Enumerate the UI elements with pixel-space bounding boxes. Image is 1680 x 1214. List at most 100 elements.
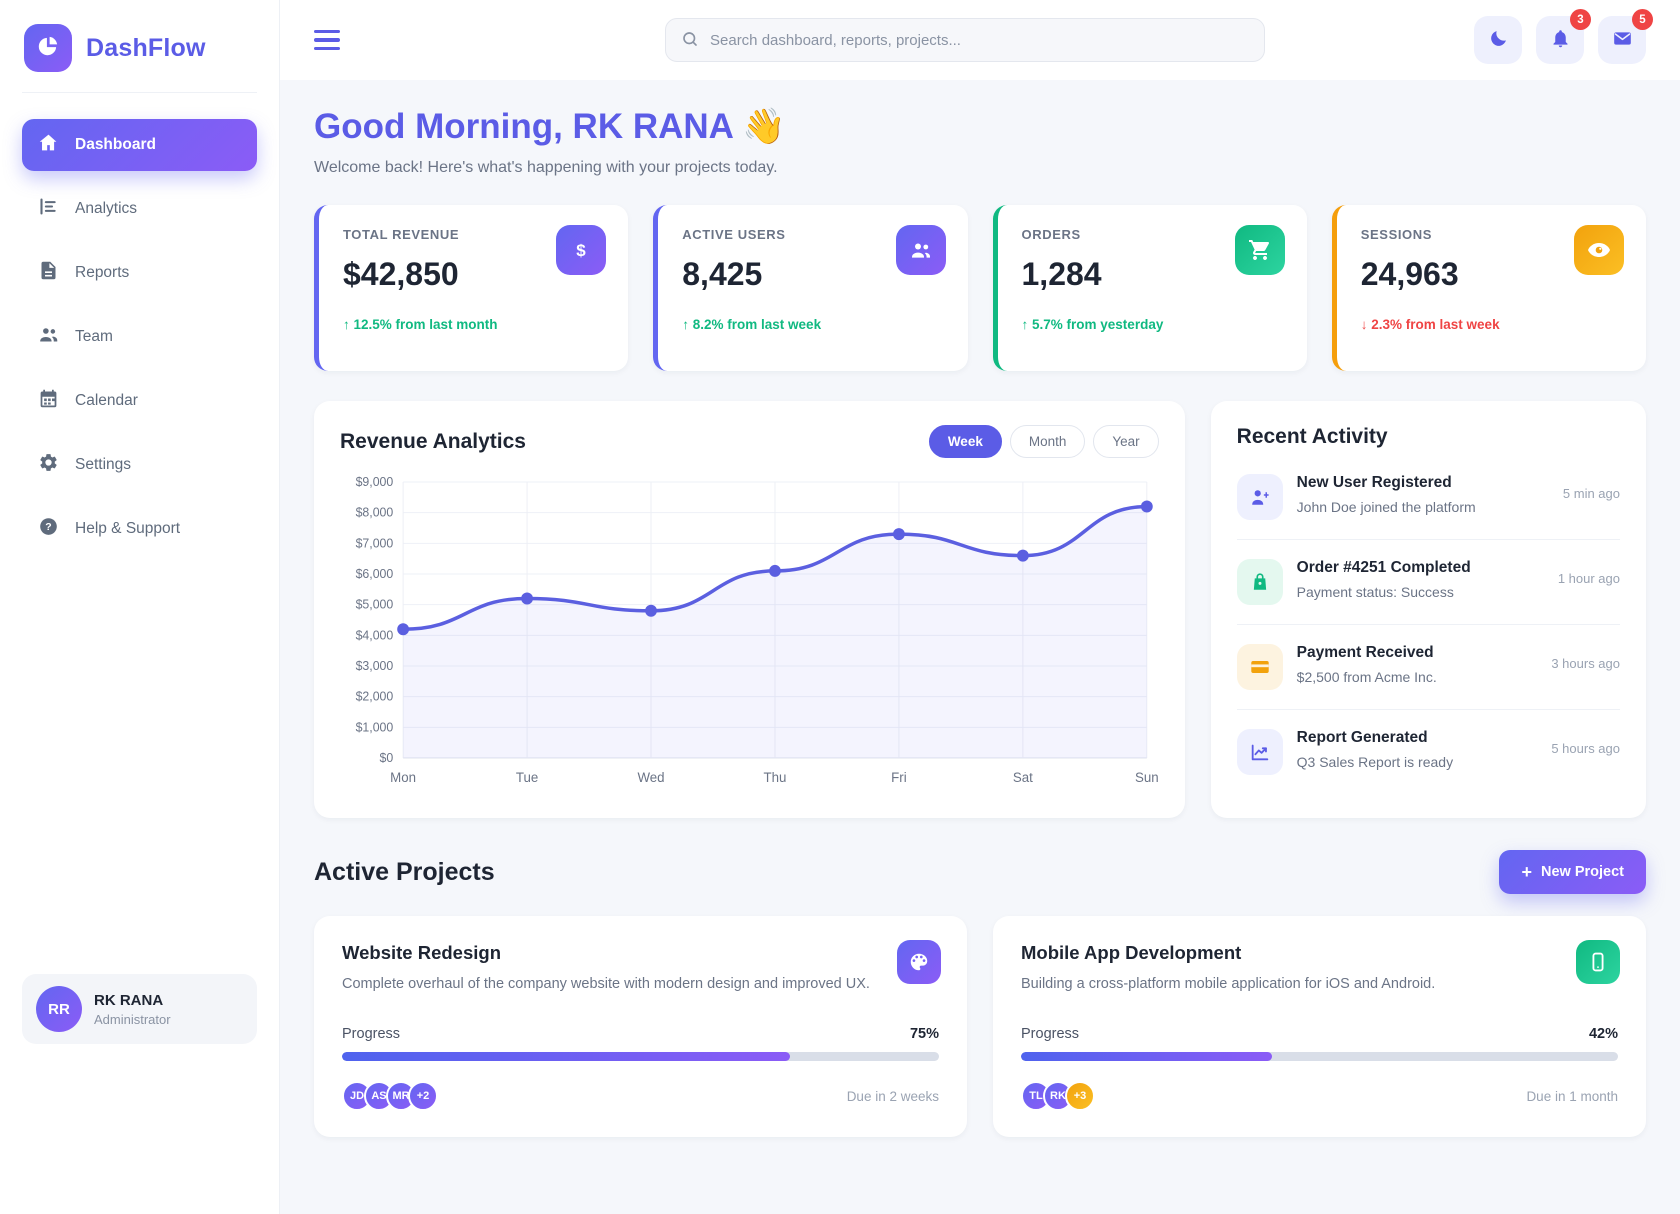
activity-item-desc: $2,500 from Acme Inc. xyxy=(1296,669,1437,685)
stat-label: SESSIONS xyxy=(1360,227,1433,242)
sidebar-item-dashboard[interactable]: Dashboard xyxy=(22,119,257,171)
topbar: 3 5 xyxy=(280,0,1680,80)
bar-chart-icon xyxy=(38,196,59,222)
stat-change: ↑ 5.7% from yesterday xyxy=(1021,317,1164,332)
stat-label: TOTAL REVENUE xyxy=(343,227,460,242)
topbar-actions: 3 5 xyxy=(1474,9,1653,64)
activity-item-time: 1 hour ago xyxy=(1557,571,1620,586)
avatar-overflow: +3 xyxy=(1065,1081,1095,1111)
arrow-up-icon: ↑ xyxy=(1021,317,1029,332)
sidebar-item-label: Calendar xyxy=(75,392,138,409)
svg-text:$3,000: $3,000 xyxy=(356,659,394,673)
new-project-button[interactable]: + New Project xyxy=(1499,850,1646,894)
arrow-up-icon: ↑ xyxy=(343,317,350,332)
stat-card-orders: ORDERS 1,284 ↑ 5.7% from yesterday xyxy=(992,205,1307,371)
activity-item-desc: John Doe joined the platform xyxy=(1296,499,1476,515)
activity-item-title: Payment Received xyxy=(1296,644,1434,661)
calendar-icon xyxy=(38,388,59,414)
bell-icon xyxy=(1550,28,1571,52)
svg-text:Thu: Thu xyxy=(764,770,787,785)
stat-cards: TOTAL REVENUE $42,850 ↑ 12.5% from last … xyxy=(314,205,1646,371)
project-title: Mobile App Development xyxy=(1021,942,1242,963)
activity-item-new-user[interactable]: New User Registered John Doe joined the … xyxy=(1236,455,1620,540)
activity-item-desc: Payment status: Success xyxy=(1296,584,1454,600)
eye-icon xyxy=(1574,225,1624,275)
stat-change: ↑ 8.2% from last week xyxy=(682,317,822,332)
message-badge: 5 xyxy=(1632,9,1653,30)
avatar-group: TL RK +3 xyxy=(1021,1081,1095,1111)
svg-text:Tue: Tue xyxy=(516,770,538,785)
toggle-year[interactable]: Year xyxy=(1093,425,1159,458)
palette-icon xyxy=(897,940,941,984)
sidebar-item-label: Analytics xyxy=(75,200,138,217)
notifications-button[interactable]: 3 xyxy=(1536,9,1591,64)
avatar-group: JD AS MR +2 xyxy=(342,1081,438,1111)
progress-value: 42% xyxy=(1588,1026,1618,1042)
arrow-up-icon: ↑ xyxy=(682,317,689,332)
brand-logo xyxy=(24,24,72,72)
users-group-icon xyxy=(895,225,946,275)
activity-item-title: Report Generated xyxy=(1296,729,1428,746)
dark-mode-button[interactable] xyxy=(1474,16,1522,64)
activity-item-report-generated[interactable]: Report Generated Q3 Sales Report is read… xyxy=(1236,710,1620,794)
activity-item-time: 5 hours ago xyxy=(1551,741,1620,756)
arrow-down-icon: ↓ xyxy=(1360,317,1368,332)
sidebar-item-settings[interactable]: Settings xyxy=(22,439,257,491)
toggle-week[interactable]: Week xyxy=(928,425,1002,458)
progress-value: 75% xyxy=(909,1026,939,1042)
svg-text:$0: $0 xyxy=(380,751,394,765)
toggle-month[interactable]: Month xyxy=(1009,425,1086,458)
brand-name: DashFlow xyxy=(86,33,206,62)
file-icon xyxy=(38,260,59,286)
envelope-icon xyxy=(1612,28,1633,52)
sidebar-item-calendar[interactable]: Calendar xyxy=(22,375,257,427)
stat-change: ↓ 2.3% from last week xyxy=(1360,317,1500,332)
stat-value: 24,963 xyxy=(1360,256,1459,292)
stat-card-total-revenue: TOTAL REVENUE $42,850 ↑ 12.5% from last … xyxy=(314,205,629,371)
progress-label: Progress xyxy=(342,1026,401,1042)
sidebar-nav: Dashboard Analytics Reports Team Calenda… xyxy=(22,119,257,555)
pie-chart-icon xyxy=(35,33,61,64)
progress-label: Progress xyxy=(1021,1026,1080,1042)
sidebar-item-label: Reports xyxy=(75,264,130,281)
project-card-mobile-app[interactable]: Mobile App Development Building a cross-… xyxy=(993,916,1646,1137)
help-circle-icon: ? xyxy=(38,516,59,542)
activity-title: Recent Activity xyxy=(1236,425,1388,448)
notification-badge: 3 xyxy=(1570,9,1591,30)
projects-title: Active Projects xyxy=(314,857,495,886)
sidebar-item-team[interactable]: Team xyxy=(22,311,257,363)
sidebar-item-analytics[interactable]: Analytics xyxy=(22,183,257,235)
search-input[interactable] xyxy=(665,18,1265,62)
stat-value: 1,284 xyxy=(1021,256,1102,292)
sidebar-item-reports[interactable]: Reports xyxy=(22,247,257,299)
sidebar-user-card[interactable]: RR RK RANA Administrator xyxy=(22,974,257,1044)
line-chart-icon xyxy=(1236,729,1283,775)
activity-list: New User Registered John Doe joined the … xyxy=(1236,455,1620,794)
revenue-analytics-panel: Revenue Analytics Week Month Year $0 $1,0… xyxy=(314,401,1185,818)
home-icon xyxy=(38,132,59,158)
users-icon xyxy=(38,324,59,350)
svg-text:$1,000: $1,000 xyxy=(356,720,394,734)
svg-text:Wed: Wed xyxy=(637,770,664,785)
messages-button[interactable]: 5 xyxy=(1598,9,1653,64)
plus-icon: + xyxy=(1521,862,1532,882)
due-date: Due in 1 month xyxy=(1526,1088,1618,1104)
sidebar: DashFlow Dashboard Analytics Reports Tea… xyxy=(0,0,280,1214)
activity-item-order-completed[interactable]: Order #4251 Completed Payment status: Su… xyxy=(1236,540,1620,625)
user-plus-icon xyxy=(1236,474,1283,520)
project-cards: Website Redesign Complete overhaul of th… xyxy=(314,916,1646,1137)
svg-text:$: $ xyxy=(577,241,587,260)
smartphone-icon xyxy=(1576,940,1620,984)
avatar-overflow: +2 xyxy=(408,1081,438,1111)
activity-item-payment-received[interactable]: Payment Received $2,500 from Acme Inc. 3… xyxy=(1236,625,1620,710)
sidebar-item-label: Help & Support xyxy=(75,520,181,537)
sidebar-item-help[interactable]: ? Help & Support xyxy=(22,503,257,555)
project-card-website-redesign[interactable]: Website Redesign Complete overhaul of th… xyxy=(314,916,967,1137)
chart-title: Revenue Analytics xyxy=(340,429,526,453)
svg-text:$5,000: $5,000 xyxy=(356,598,394,612)
dollar-icon: $ xyxy=(556,225,607,275)
menu-icon[interactable] xyxy=(314,29,340,51)
recent-activity-panel: Recent Activity New User Registered John… xyxy=(1210,401,1646,818)
search-bar xyxy=(665,18,1265,62)
